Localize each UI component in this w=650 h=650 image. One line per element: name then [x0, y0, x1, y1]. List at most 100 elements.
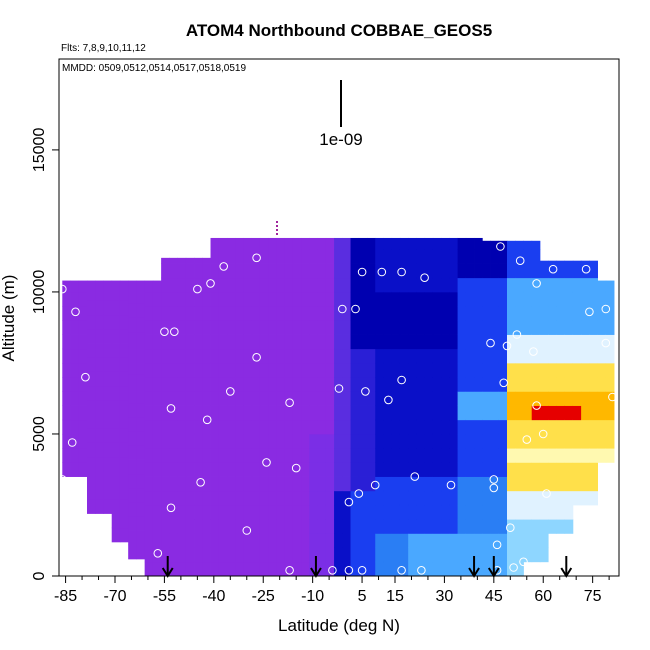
heatmap-cell [548, 362, 557, 378]
heatmap-cell [251, 249, 261, 264]
heatmap-cell [185, 533, 195, 548]
heatmap-cell [325, 249, 335, 264]
heatmap-cell [531, 476, 541, 492]
heatmap-cell [317, 249, 327, 264]
heatmap-cell [185, 257, 195, 264]
heatmap-cell [457, 519, 467, 534]
heatmap-cell [292, 291, 302, 307]
x-tick-label: -85 [54, 588, 77, 605]
heatmap-cell [309, 433, 318, 449]
heatmap-cell [284, 334, 294, 350]
heatmap-cell [177, 334, 187, 350]
heatmap-cell [432, 490, 442, 506]
heatmap-cell [87, 357, 96, 372]
heatmap-cell [449, 462, 458, 477]
heatmap-cell [490, 490, 500, 506]
heatmap-cell [128, 459, 137, 475]
heatmap-cell [177, 519, 187, 534]
observation-point [242, 526, 252, 535]
heatmap-cell [416, 362, 426, 378]
heatmap-cell [218, 348, 228, 364]
heatmap-cell [284, 448, 294, 463]
heatmap-cell [342, 291, 351, 307]
heatmap-cell [119, 300, 129, 316]
heatmap-cell [185, 504, 195, 520]
heatmap-cell [515, 334, 524, 350]
heatmap-cell [87, 414, 96, 429]
heatmap-cell [581, 291, 590, 307]
heatmap-cell [218, 237, 228, 250]
heatmap-cell [119, 328, 129, 344]
heatmap-cell [259, 237, 269, 250]
heatmap-cell [449, 433, 458, 449]
heatmap-cell [87, 280, 96, 287]
heatmap-cell [210, 547, 220, 563]
heatmap-cell [474, 533, 483, 548]
heatmap-cell [465, 433, 475, 449]
heatmap-cell [465, 362, 475, 378]
heatmap-cell [523, 476, 533, 492]
heatmap-cell [119, 343, 129, 358]
heatmap-cell [259, 462, 269, 477]
heatmap-cell [449, 391, 458, 406]
heatmap-cell [416, 547, 426, 563]
observation-point [285, 566, 294, 575]
observation-point [529, 347, 538, 356]
heatmap-cell [268, 433, 277, 449]
heatmap-cell [507, 547, 516, 563]
heatmap-cell [70, 419, 80, 435]
heatmap-cell [268, 533, 277, 548]
heatmap-cell [416, 391, 426, 406]
x-tick-label: 15 [386, 588, 404, 605]
heatmap-cell [144, 462, 154, 477]
heatmap-cell [243, 306, 253, 321]
heatmap-cell [515, 348, 524, 364]
heatmap-cell [169, 419, 178, 435]
heatmap-cell [498, 533, 508, 548]
heatmap-cell [235, 519, 244, 534]
heatmap-cell [152, 334, 162, 350]
heatmap-cell [276, 362, 286, 378]
heatmap-cell [408, 547, 417, 563]
heatmap-cell [457, 547, 467, 563]
heatmap-cell [185, 334, 195, 350]
heatmap-cell [416, 291, 426, 307]
heatmap-cell [235, 348, 244, 364]
heatmap-cell [605, 405, 615, 421]
heatmap-cell [498, 291, 508, 307]
heatmap-cell [474, 263, 483, 279]
heatmap-cell [441, 476, 450, 492]
heatmap-cell [210, 320, 220, 335]
heatmap-cell [498, 306, 508, 321]
heatmap-cell [531, 277, 541, 293]
heatmap-cell [564, 348, 574, 364]
heatmap-cell [210, 448, 220, 463]
heatmap-cell [523, 306, 533, 321]
heatmap-cell [259, 433, 269, 449]
heatmap-cell [515, 448, 524, 463]
heatmap-cell [449, 405, 458, 421]
heatmap-cell [490, 306, 500, 321]
heatmap-cell [251, 237, 261, 250]
heatmap-cell [268, 405, 277, 421]
heatmap-cell [572, 260, 582, 264]
heatmap-cell [465, 377, 475, 392]
heatmap-cell [309, 405, 318, 421]
heatmap-cell [408, 476, 417, 492]
heatmap-cell [564, 320, 574, 335]
heatmap-cell [95, 286, 104, 301]
heatmap-cell [342, 533, 351, 548]
heatmap-cell [161, 377, 170, 392]
heatmap-cell [317, 433, 327, 449]
heatmap-cell [161, 504, 170, 520]
heatmap-cell [227, 306, 236, 321]
heatmap-cell [391, 433, 401, 449]
y-tick-label: 10000 [31, 270, 48, 315]
heatmap-cell [523, 448, 533, 463]
heatmap-cell [218, 448, 228, 463]
flights-note: Flts: 7,8,9,10,11,12 [61, 43, 146, 54]
heatmap-cell [375, 561, 384, 577]
heatmap-cell [259, 277, 269, 293]
heatmap-cell [539, 260, 549, 264]
heatmap-cell [243, 263, 253, 279]
